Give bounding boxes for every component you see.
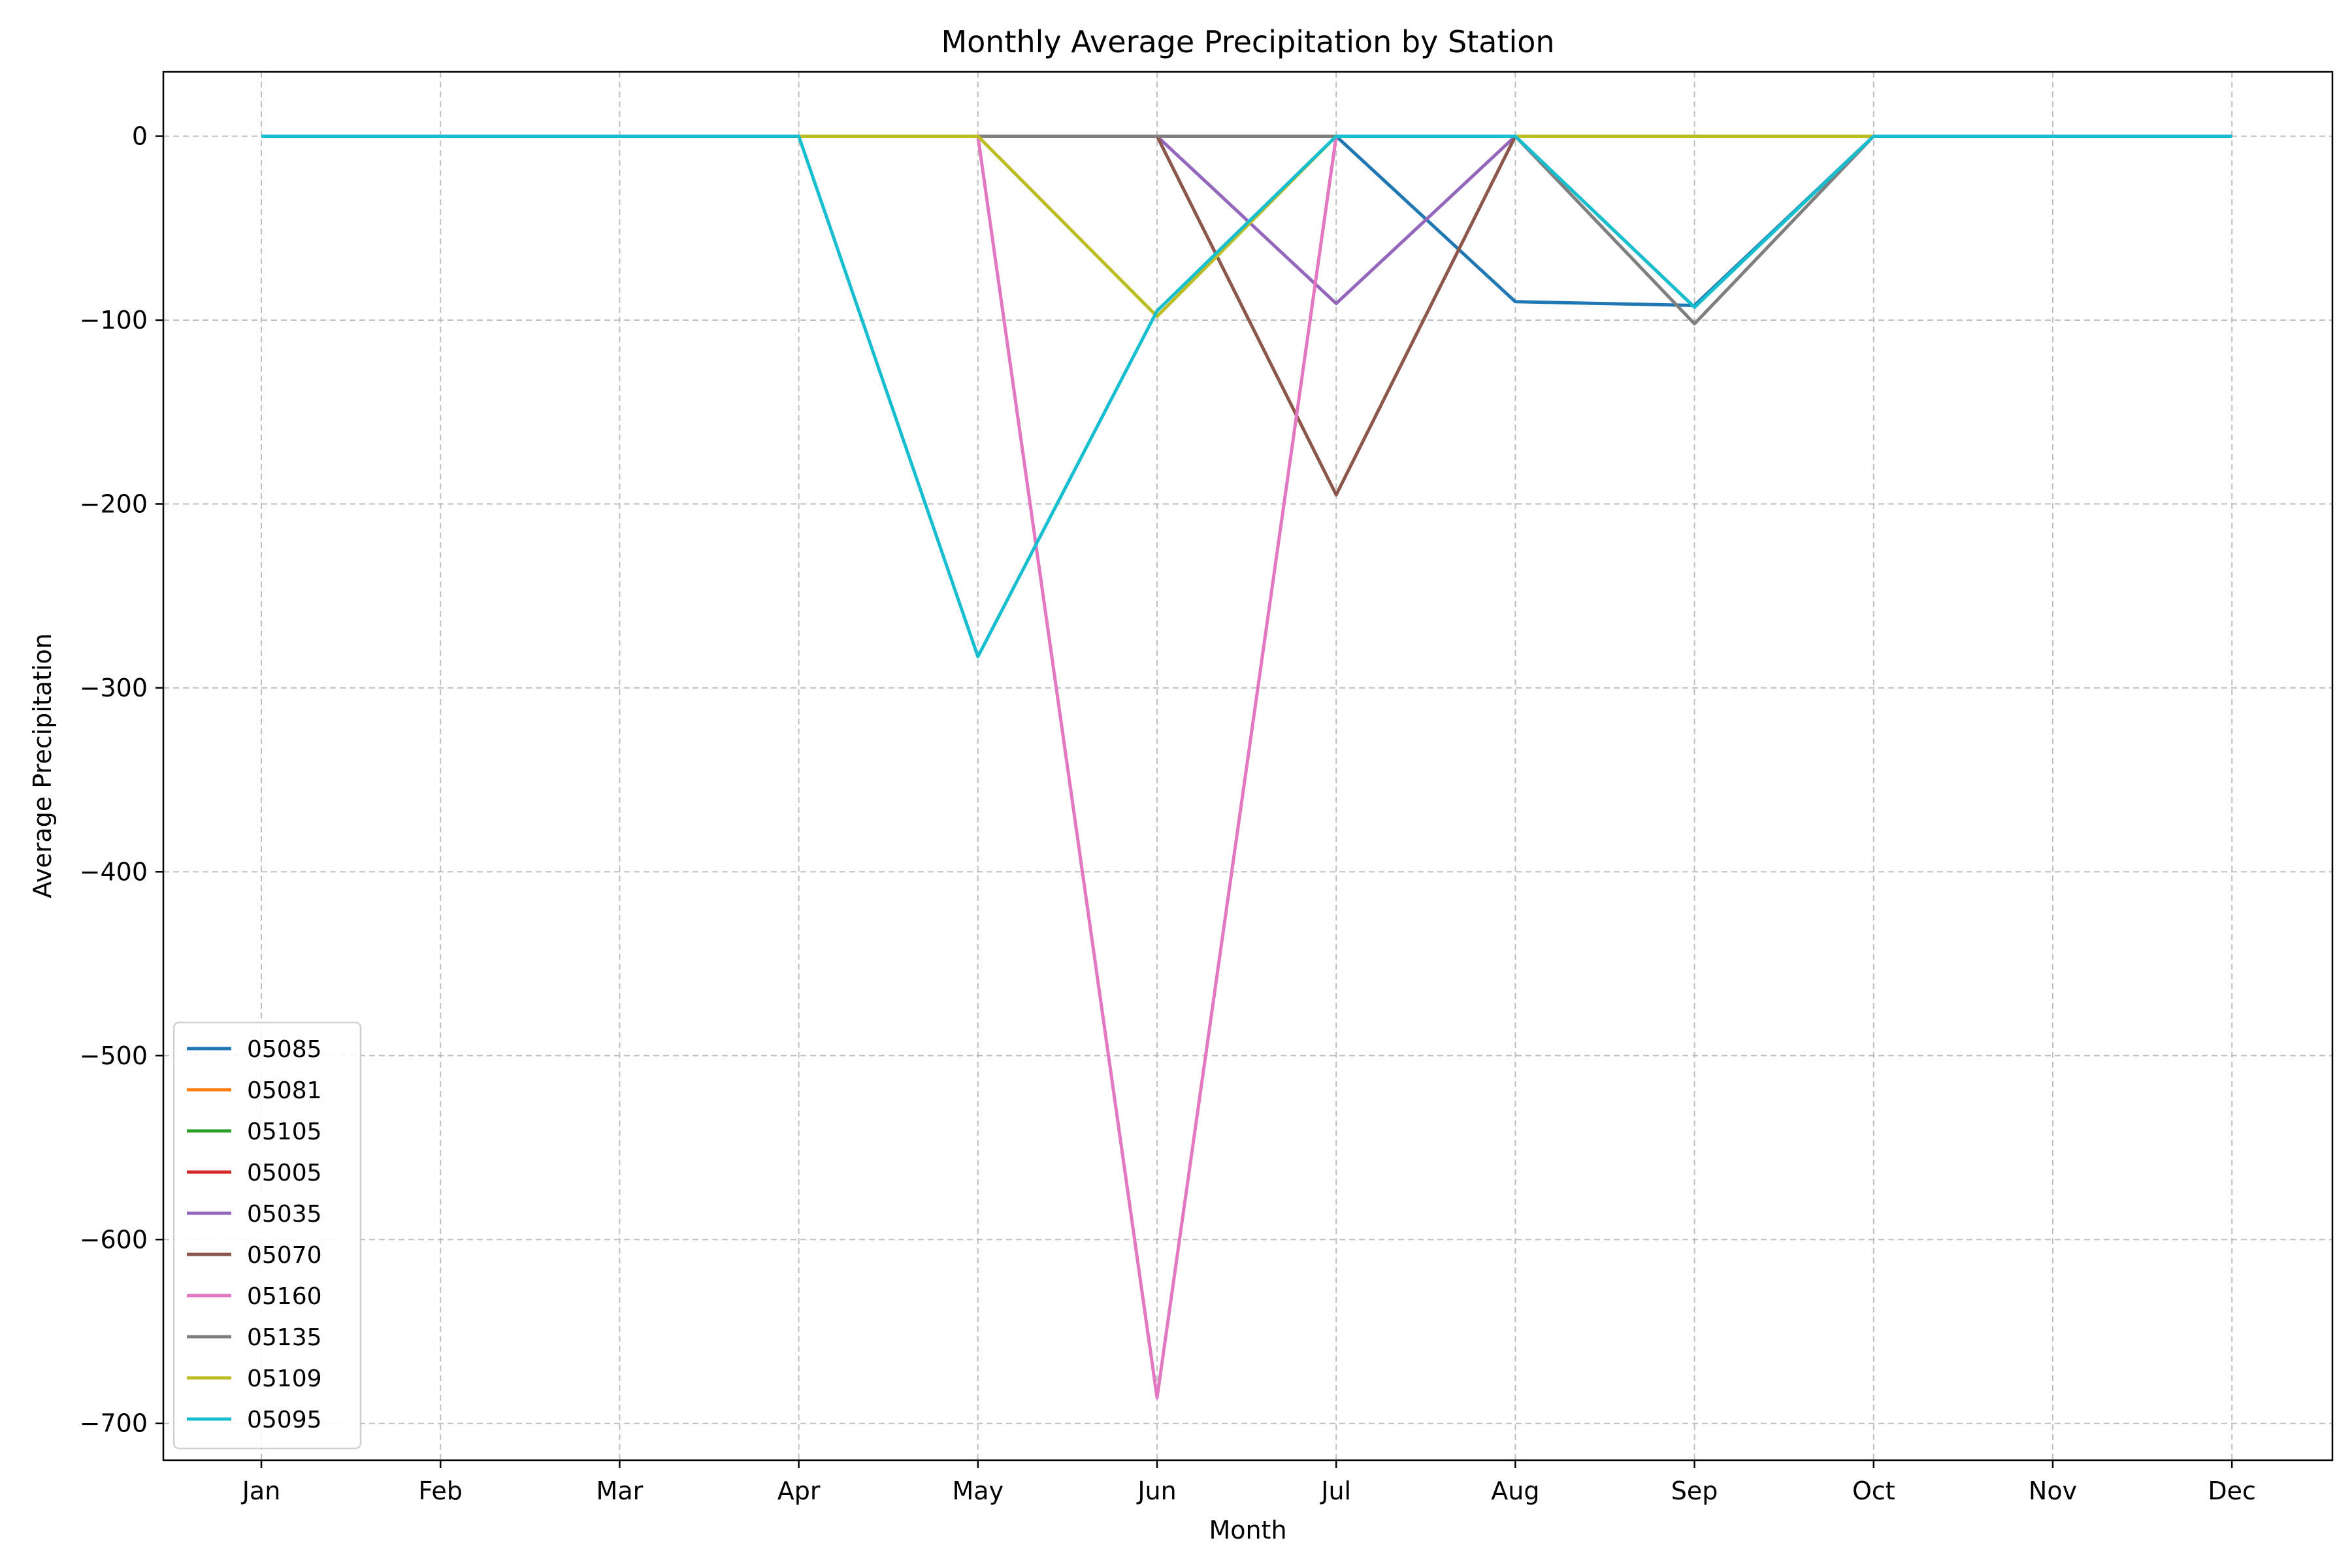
x-tick-label: Mar (596, 1477, 644, 1505)
legend-entry-label: 05081 (247, 1077, 322, 1104)
legend-entry-label: 05095 (247, 1407, 322, 1433)
legend-entry-label: 05105 (247, 1119, 322, 1145)
legend-entry-label: 05070 (247, 1242, 322, 1269)
y-tick-label: −400 (80, 857, 148, 886)
x-tick-label: Aug (1491, 1477, 1539, 1505)
y-tick-label: −600 (80, 1225, 148, 1254)
y-tick-label: −500 (80, 1041, 148, 1070)
series-line-05070 (261, 135, 2232, 497)
x-tick-label: Dec (2208, 1477, 2256, 1505)
x-tick-label: Jul (1320, 1477, 1351, 1505)
x-tick-label: Apr (777, 1477, 821, 1505)
series-lines (261, 135, 2232, 1399)
chart-title: Monthly Average Precipitation by Station (941, 24, 1554, 59)
axis-ticks: Jan Feb Mar Apr May Jun Jul Aug Sep Oct Nov Dec 0 −10… (80, 122, 2256, 1505)
legend-entry-label: 05035 (247, 1201, 322, 1228)
legend-entry-label: 05135 (247, 1324, 322, 1351)
x-tick-label: May (953, 1477, 1004, 1505)
legend-entry-label: 05160 (247, 1283, 322, 1310)
x-tick-label: Sep (1671, 1477, 1718, 1505)
legend: 05085 05081 05105 05005 05035 05070 05160 05135… (172, 1021, 362, 1450)
legend-entry-label: 05085 (247, 1036, 322, 1063)
x-tick-label: Feb (419, 1477, 463, 1505)
y-tick-label: −300 (80, 674, 148, 702)
series-line-05135 (261, 135, 2232, 326)
plot-area-frame (162, 71, 2334, 1462)
y-axis-label: Average Precipitation (28, 633, 57, 898)
series-line-05095 (261, 135, 2232, 659)
y-tick-label: −100 (80, 306, 148, 335)
x-axis-label: Month (1209, 1516, 1286, 1544)
series-line-05160 (261, 135, 2232, 1399)
y-tick-label: −700 (80, 1409, 148, 1438)
x-tick-label: Jan (241, 1477, 281, 1505)
series-line-05035 (261, 135, 2232, 306)
legend-entry-label: 05005 (247, 1160, 322, 1186)
x-tick-label: Jun (1136, 1477, 1176, 1505)
legend-entry-label: 05109 (247, 1365, 322, 1392)
y-tick-label: −200 (80, 489, 148, 518)
series-line-05109 (261, 135, 2232, 318)
x-tick-label: Nov (2029, 1477, 2077, 1505)
x-tick-label: Oct (1852, 1477, 1895, 1505)
y-tick-label: 0 (132, 122, 148, 151)
legend-box (172, 1021, 362, 1450)
